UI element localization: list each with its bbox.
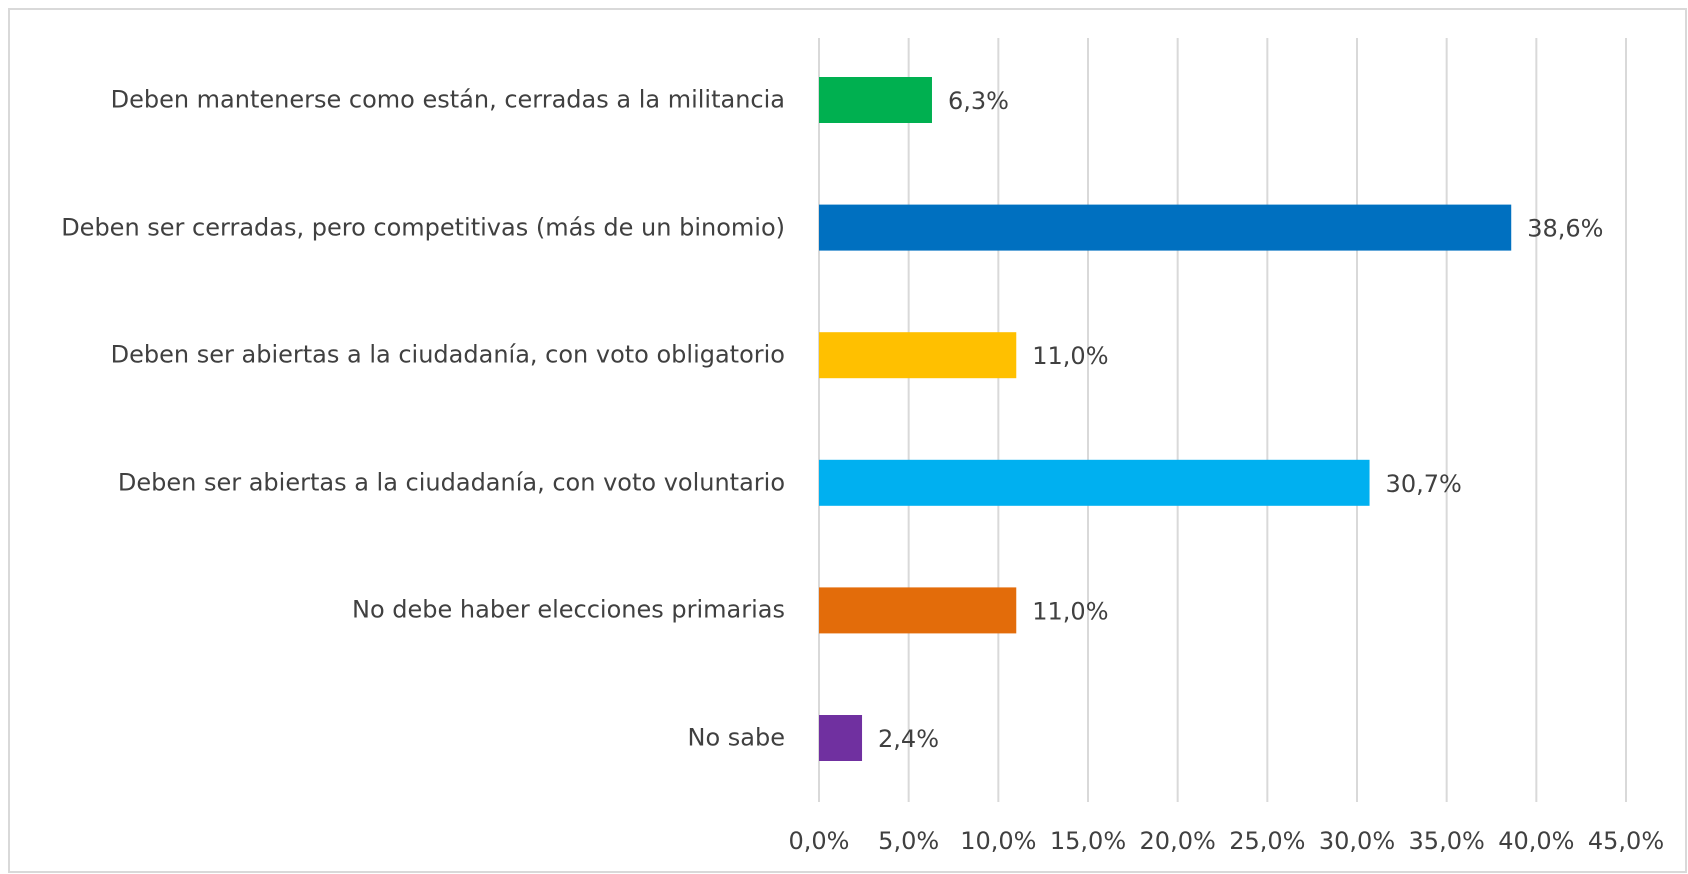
x-tick-label: 25,0% bbox=[1229, 827, 1305, 855]
bar bbox=[819, 459, 1370, 506]
data-label: 11,0% bbox=[1032, 597, 1108, 625]
data-label: 2,4% bbox=[878, 725, 939, 753]
x-tick-label: 35,0% bbox=[1409, 827, 1485, 855]
x-tick-label: 30,0% bbox=[1319, 827, 1395, 855]
y-tick-label: No sabe bbox=[687, 723, 785, 752]
bar bbox=[819, 715, 863, 761]
x-tick-label: 40,0% bbox=[1498, 827, 1574, 855]
data-label: 38,6% bbox=[1527, 215, 1603, 243]
data-label: 11,0% bbox=[1032, 342, 1108, 370]
x-tick-label: 15,0% bbox=[1050, 827, 1126, 855]
chart-border bbox=[8, 8, 1687, 873]
x-tick-label: 0,0% bbox=[789, 827, 850, 855]
data-label: 6,3% bbox=[948, 87, 1009, 115]
bar bbox=[819, 77, 932, 123]
bar bbox=[819, 332, 1017, 379]
x-tick-label: 10,0% bbox=[960, 827, 1036, 855]
bar bbox=[819, 587, 1017, 634]
bar bbox=[819, 204, 1512, 251]
data-label: 30,7% bbox=[1386, 470, 1462, 498]
x-tick-label: 20,0% bbox=[1140, 827, 1216, 855]
y-tick-label: Deben mantenerse como están, cerradas a … bbox=[110, 85, 785, 114]
x-tick-label: 5,0% bbox=[878, 827, 939, 855]
y-tick-label: Deben ser abiertas a la ciudadanía, con … bbox=[110, 340, 785, 369]
y-tick-label: No debe haber elecciones primarias bbox=[352, 595, 785, 624]
y-tick-label: Deben ser abiertas a la ciudadanía, con … bbox=[117, 468, 785, 497]
y-tick-label: Deben ser cerradas, pero competitivas (m… bbox=[61, 213, 785, 242]
x-tick-label: 45,0% bbox=[1588, 827, 1664, 855]
